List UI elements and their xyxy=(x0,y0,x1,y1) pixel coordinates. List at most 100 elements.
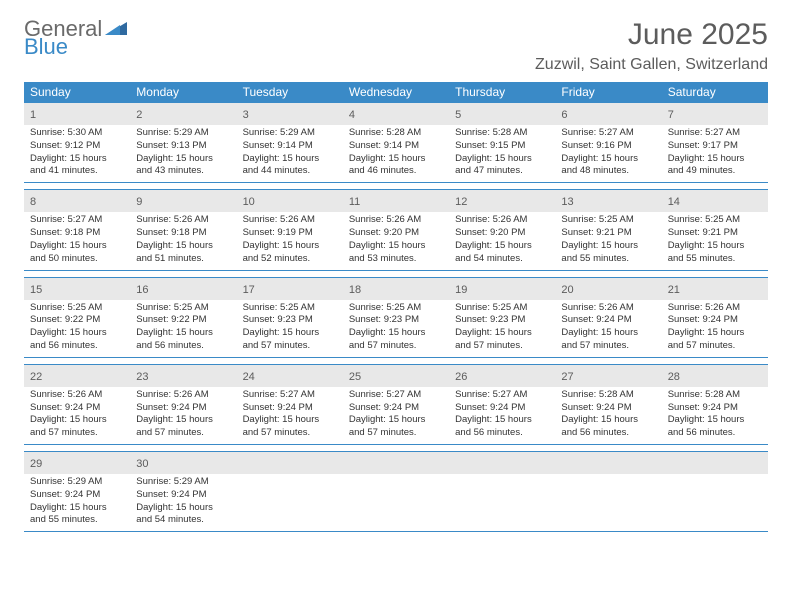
day-cell: 17Sunrise: 5:25 AMSunset: 9:23 PMDayligh… xyxy=(237,278,343,357)
day-cell: 7Sunrise: 5:27 AMSunset: 9:17 PMDaylight… xyxy=(662,103,768,182)
day-cell: 13 Sunrise: 5:25 AMSunset: 9:21 PMDayligh… xyxy=(555,190,661,269)
day-cell: 25Sunrise: 5:27 AMSunset: 9:24 PMDayligh… xyxy=(343,365,449,444)
daylight-line: Daylight: 15 hours and 54 minutes. xyxy=(455,240,549,266)
day-number: 27 xyxy=(561,371,573,383)
day-body: Sunrise: 5:28 AMSunset: 9:15 PMDaylight:… xyxy=(449,125,555,182)
sunrise-line: Sunrise: 5:27 AM xyxy=(561,127,655,140)
day-number: 28 xyxy=(668,371,680,383)
title-block: June 2025 Zuzwil, Saint Gallen, Switzerl… xyxy=(535,18,768,74)
day-number: 19 xyxy=(455,284,467,296)
sunrise-line: Sunrise: 5:26 AM xyxy=(349,214,443,227)
day-cell: 29Sunrise: 5:29 AMSunset: 9:24 PMDayligh… xyxy=(24,452,130,531)
sunrise-line: Sunrise: 5:29 AM xyxy=(243,127,337,140)
day-of-week-label: Wednesday xyxy=(343,82,449,102)
sunset-line: Sunset: 9:13 PM xyxy=(136,140,230,153)
day-cell: 4 Sunrise: 5:28 AMSunset: 9:14 PMDaylight… xyxy=(343,103,449,182)
day-number: 9 xyxy=(136,196,142,208)
day-body: Sunrise: 5:25 AMSunset: 9:23 PMDaylight:… xyxy=(449,300,555,357)
sunrise-line: Sunrise: 5:25 AM xyxy=(455,302,549,315)
sunset-line: Sunset: 9:17 PM xyxy=(668,140,762,153)
sunset-line: Sunset: 9:24 PM xyxy=(561,402,655,415)
day-number: 13 xyxy=(561,196,573,208)
day-body: Sunrise: 5:26 AMSunset: 9:20 PMDaylight:… xyxy=(343,212,449,269)
day-cell: 15Sunrise: 5:25 AMSunset: 9:22 PMDayligh… xyxy=(24,278,130,357)
day-number: 3 xyxy=(243,109,249,121)
day-body: Sunrise: 5:29 AMSunset: 9:24 PMDaylight:… xyxy=(130,474,236,531)
day-body: Sunrise: 5:29 AMSunset: 9:13 PMDaylight:… xyxy=(130,125,236,182)
sunset-line: Sunset: 9:18 PM xyxy=(30,227,124,240)
day-number: 4 xyxy=(349,109,355,121)
day-cell: 23 Sunrise: 5:26 AMSunset: 9:24 PMDayligh… xyxy=(130,365,236,444)
sunrise-line: Sunrise: 5:26 AM xyxy=(455,214,549,227)
daylight-line: Daylight: 15 hours and 53 minutes. xyxy=(349,240,443,266)
daylight-line: Daylight: 15 hours and 48 minutes. xyxy=(561,153,655,179)
sunset-line: Sunset: 9:23 PM xyxy=(349,314,443,327)
week-row: 8 Sunrise: 5:27 AMSunset: 9:18 PMDaylight… xyxy=(24,189,768,270)
header: General Blue June 2025 Zuzwil, Saint Gal… xyxy=(24,18,768,74)
day-cell: 18 Sunrise: 5:25 AMSunset: 9:23 PMDayligh… xyxy=(343,278,449,357)
day-body: Sunrise: 5:26 AMSunset: 9:24 PMDaylight:… xyxy=(130,387,236,444)
weeks-container: 1 Sunrise: 5:30 AMSunset: 9:12 PMDaylight… xyxy=(24,102,768,532)
day-cell: 26Sunrise: 5:27 AMSunset: 9:24 PMDayligh… xyxy=(449,365,555,444)
day-cell: 14Sunrise: 5:25 AMSunset: 9:21 PMDayligh… xyxy=(662,190,768,269)
daylight-line: Daylight: 15 hours and 46 minutes. xyxy=(349,153,443,179)
day-number: 18 xyxy=(349,284,361,296)
day-body: Sunrise: 5:25 AMSunset: 9:22 PMDaylight:… xyxy=(24,300,130,357)
sunrise-line: Sunrise: 5:29 AM xyxy=(30,476,124,489)
sunrise-line: Sunrise: 5:26 AM xyxy=(136,389,230,402)
month-title: June 2025 xyxy=(535,18,768,52)
day-body: Sunrise: 5:28 AMSunset: 9:14 PMDaylight:… xyxy=(343,125,449,182)
sunrise-line: Sunrise: 5:25 AM xyxy=(349,302,443,315)
sunset-line: Sunset: 9:14 PM xyxy=(243,140,337,153)
day-body: Sunrise: 5:25 AMSunset: 9:21 PMDaylight:… xyxy=(555,212,661,269)
sunset-line: Sunset: 9:22 PM xyxy=(136,314,230,327)
sunrise-line: Sunrise: 5:25 AM xyxy=(30,302,124,315)
sunrise-line: Sunrise: 5:29 AM xyxy=(136,476,230,489)
sunrise-line: Sunrise: 5:30 AM xyxy=(30,127,124,140)
day-number: 1 xyxy=(30,109,36,121)
day-body: Sunrise: 5:26 AMSunset: 9:20 PMDaylight:… xyxy=(449,212,555,269)
daylight-line: Daylight: 15 hours and 56 minutes. xyxy=(455,414,549,440)
daylight-line: Daylight: 15 hours and 56 minutes. xyxy=(136,327,230,353)
sunrise-line: Sunrise: 5:26 AM xyxy=(136,214,230,227)
day-cell: 22Sunrise: 5:26 AMSunset: 9:24 PMDayligh… xyxy=(24,365,130,444)
day-body: Sunrise: 5:27 AMSunset: 9:18 PMDaylight:… xyxy=(24,212,130,269)
daylight-line: Daylight: 15 hours and 57 minutes. xyxy=(243,327,337,353)
daylight-line: Daylight: 15 hours and 55 minutes. xyxy=(668,240,762,266)
day-cell: 28 Sunrise: 5:28 AMSunset: 9:24 PMDayligh… xyxy=(662,365,768,444)
daylight-line: Daylight: 15 hours and 56 minutes. xyxy=(30,327,124,353)
day-number: 5 xyxy=(455,109,461,121)
sunrise-line: Sunrise: 5:28 AM xyxy=(668,389,762,402)
day-body: Sunrise: 5:25 AMSunset: 9:23 PMDaylight:… xyxy=(343,300,449,357)
day-number: 12 xyxy=(455,196,467,208)
sunset-line: Sunset: 9:15 PM xyxy=(455,140,549,153)
sunset-line: Sunset: 9:24 PM xyxy=(349,402,443,415)
day-number: 7 xyxy=(668,109,674,121)
day-number: 8 xyxy=(30,196,36,208)
week-row: 29Sunrise: 5:29 AMSunset: 9:24 PMDayligh… xyxy=(24,451,768,532)
day-cell: 21Sunrise: 5:26 AMSunset: 9:24 PMDayligh… xyxy=(662,278,768,357)
sunrise-line: Sunrise: 5:27 AM xyxy=(243,389,337,402)
day-body: Sunrise: 5:27 AMSunset: 9:24 PMDaylight:… xyxy=(449,387,555,444)
sunrise-line: Sunrise: 5:25 AM xyxy=(136,302,230,315)
day-number: 2 xyxy=(136,109,142,121)
sunrise-line: Sunrise: 5:26 AM xyxy=(30,389,124,402)
day-cell: 19 Sunrise: 5:25 AMSunset: 9:23 PMDayligh… xyxy=(449,278,555,357)
day-number: 23 xyxy=(136,371,148,383)
week-row: 22Sunrise: 5:26 AMSunset: 9:24 PMDayligh… xyxy=(24,364,768,445)
day-cell: 30Sunrise: 5:29 AMSunset: 9:24 PMDayligh… xyxy=(130,452,236,531)
day-cell: 1 Sunrise: 5:30 AMSunset: 9:12 PMDaylight… xyxy=(24,103,130,182)
sunrise-line: Sunrise: 5:27 AM xyxy=(668,127,762,140)
sunrise-line: Sunrise: 5:25 AM xyxy=(561,214,655,227)
sunset-line: Sunset: 9:24 PM xyxy=(668,402,762,415)
sunset-line: Sunset: 9:24 PM xyxy=(30,489,124,502)
day-number: 16 xyxy=(136,284,148,296)
day-cell xyxy=(449,452,555,531)
sunrise-line: Sunrise: 5:25 AM xyxy=(668,214,762,227)
day-cell: 3Sunrise: 5:29 AMSunset: 9:14 PMDaylight… xyxy=(237,103,343,182)
day-body: Sunrise: 5:29 AMSunset: 9:24 PMDaylight:… xyxy=(24,474,130,531)
daylight-line: Daylight: 15 hours and 56 minutes. xyxy=(668,414,762,440)
day-cell: 6Sunrise: 5:27 AMSunset: 9:16 PMDaylight… xyxy=(555,103,661,182)
sunset-line: Sunset: 9:24 PM xyxy=(455,402,549,415)
day-body: Sunrise: 5:30 AMSunset: 9:12 PMDaylight:… xyxy=(24,125,130,182)
